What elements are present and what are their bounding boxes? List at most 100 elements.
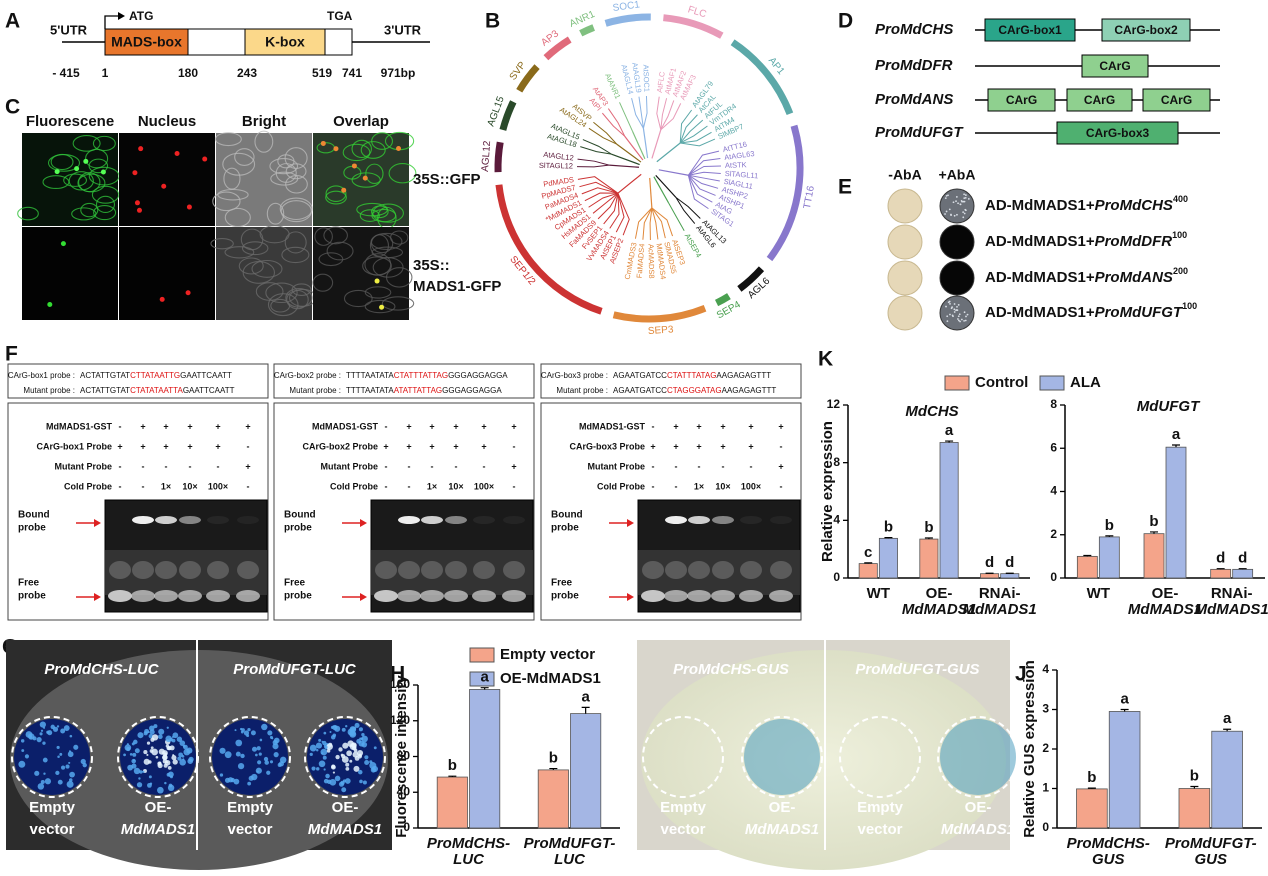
luminescence-speck [316, 748, 319, 752]
condition-mark: - [142, 461, 145, 471]
bar [1232, 568, 1254, 579]
luminescence-speck [332, 725, 335, 728]
condition-label: Cold Probe [64, 481, 112, 491]
luminescence-speck [142, 770, 145, 773]
condition-mark: 100× [474, 481, 494, 491]
free-band [502, 590, 526, 602]
luminescence-speck [136, 782, 143, 788]
clade-label: SOC1 [612, 0, 641, 14]
luminescence-speck [149, 749, 154, 753]
tree-branch [577, 164, 610, 168]
luminescence-speck [69, 771, 75, 778]
leaf [641, 650, 1006, 870]
significance-letter: b [1149, 513, 1158, 530]
luminescence-speck [40, 729, 44, 732]
colony-speck [963, 197, 966, 200]
luminescence-speck [133, 739, 138, 745]
luminescence-speck [157, 786, 164, 794]
image-title: ProMdCHS-GUS [673, 661, 789, 678]
bar [1098, 536, 1120, 579]
colony-speck [963, 319, 965, 322]
luminescence-speck [233, 778, 240, 785]
colony-speck [947, 194, 949, 197]
luminescence-speck [237, 762, 245, 770]
luminescence-speck [134, 748, 140, 754]
colony-speck [958, 313, 961, 316]
cell-outline [224, 246, 255, 259]
column-label: Nucleus [138, 113, 196, 130]
bar [1211, 730, 1243, 829]
luminescence-speck [68, 761, 71, 764]
band-arrow-head [94, 519, 101, 527]
luminescence-speck [179, 758, 187, 766]
free-band [687, 590, 711, 602]
spot-label: vector [29, 821, 74, 838]
cell-outline [286, 289, 309, 310]
cell-outline [267, 293, 299, 317]
luminescence-speck [322, 755, 327, 760]
tree-branch [679, 109, 693, 144]
smear-band [421, 561, 443, 579]
tree-branch [617, 192, 630, 236]
bound-band [132, 516, 154, 524]
smear-band [375, 561, 397, 579]
micrograph [119, 133, 215, 226]
tree-branch [597, 192, 619, 220]
condition-mark: 100× [741, 481, 761, 491]
colony-speck [957, 319, 960, 322]
condition-mark: + [720, 421, 725, 431]
colony-speck [948, 208, 951, 211]
colony-speck [949, 313, 951, 316]
tree-branch [651, 129, 662, 159]
luminescence-speck [329, 730, 332, 733]
position-label: 519 [312, 66, 332, 80]
luminescence-speck [358, 740, 365, 747]
band-label: Free [284, 578, 306, 589]
band-label: Free [18, 578, 40, 589]
tree-branch [680, 138, 716, 147]
luminescence-speck [57, 755, 60, 759]
luminescence-speck [342, 742, 349, 749]
bar [1210, 568, 1232, 579]
nucleus [136, 207, 142, 213]
luminescence-speck [149, 782, 153, 785]
nucleus [83, 158, 89, 164]
luminescence-speck [373, 746, 377, 750]
construct-label: AD-MdMADS1+ProMdCHS400 [985, 194, 1188, 214]
luminescence-speck [63, 725, 70, 732]
chart-title: MdUFGT [1137, 398, 1201, 415]
luminescence-speck [29, 736, 33, 739]
condition-label: Mutant Probe [321, 461, 379, 471]
carg-box [987, 88, 1056, 112]
smear-band [179, 561, 201, 579]
luminescence-speck [179, 740, 186, 746]
sequence-part: CTTATAATTG [130, 371, 180, 380]
tree-branch [651, 207, 674, 237]
colony-speck [960, 318, 963, 321]
leaf-label: AtSTK [725, 160, 747, 170]
luminescence-speck [255, 767, 262, 774]
luminescence-speck [171, 755, 177, 761]
condition-mark: + [215, 421, 220, 431]
carg-label: CArG [1161, 93, 1192, 107]
x-tick-label: GUS [1092, 851, 1125, 868]
luminescence-speck [171, 738, 176, 743]
colony-speck [949, 302, 951, 305]
cell-outline [17, 206, 39, 221]
y-tick-label: 160 [390, 677, 410, 691]
leaf-label: SlTAGL12 [539, 161, 573, 171]
error-bar [1216, 568, 1225, 570]
effector: AD-MdMADS1+ [985, 269, 1095, 286]
panel-letter: H [390, 663, 405, 686]
leaf-label: AtAGL12 [543, 150, 574, 163]
fragment-length: 400 [1173, 194, 1188, 204]
tree-branch [688, 171, 721, 176]
luminescence-speck [172, 754, 175, 757]
tree-branch [616, 143, 642, 163]
probe-label: Mutant probe : [23, 386, 75, 395]
cell-outline [323, 226, 348, 245]
x-tick-label: ProMdUFGT- [1165, 835, 1257, 852]
colony [887, 188, 923, 224]
condition-mark: - [675, 461, 678, 471]
cell-outline [265, 282, 298, 304]
